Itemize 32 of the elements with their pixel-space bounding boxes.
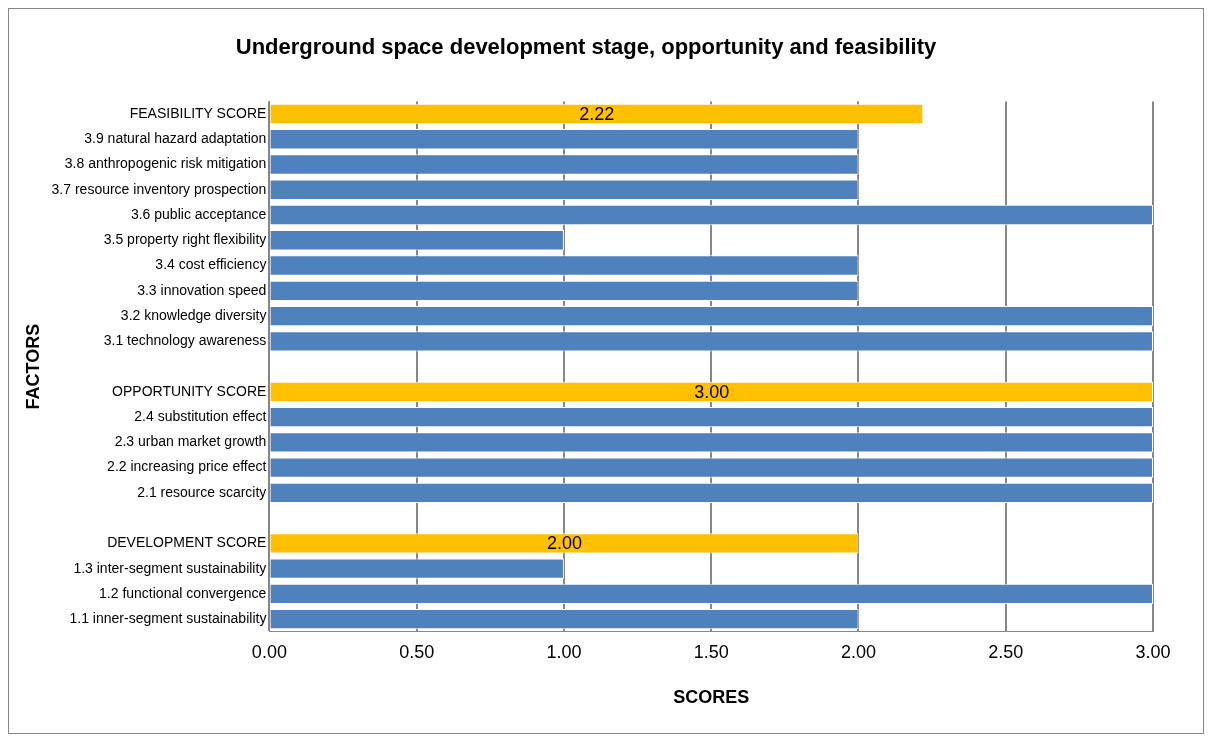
y-tick-label: 3.4 cost efficiency [155,256,267,273]
y-tick-label: 2.2 increasing price effect [107,458,267,475]
y-tick-label: 3.7 resource inventory prospection [51,180,267,197]
y-tick-label: 2.3 urban market growth [114,433,267,450]
y-axis-title: FACTORS [22,323,43,410]
y-tick-label: 3.1 technology awareness [103,332,267,349]
x-tick-label: 2.00 [840,641,876,662]
y-tick-label: DEVELOPMENT SCORE [107,534,267,551]
y-tick-label: 3.9 natural hazard adaptation [84,130,267,147]
y-tick-label: 2.4 substitution effect [134,407,267,424]
x-tick-label: 0.50 [399,641,435,662]
data-label: 2.22 [579,104,615,124]
y-tick-label: 1.3 inter-segment sustainability [73,559,267,576]
x-tick-label: 2.50 [988,641,1024,662]
y-tick-label: FEASIBILITY SCORE [129,104,267,121]
data-label: 2.00 [546,533,582,554]
y-tick-label: 3.8 anthropogenic risk mitigation [64,155,267,172]
x-axis-title: SCORES [673,687,750,708]
y-tick-label: 3.3 innovation speed [137,281,267,298]
y-tick-label: 2.1 resource scarcity [137,483,267,500]
x-tick-label: 0.00 [251,641,287,662]
y-tick-label: OPPORTUNITY SCORE [112,382,267,399]
chart-title: Underground space development stage, opportunity and feasibility [235,34,937,60]
x-tick-label: 3.00 [1135,641,1171,662]
y-tick-label: 3.2 knowledge diversity [120,306,267,323]
y-tick-label: 1.1 inner-segment sustainability [69,610,267,627]
data-label: 3.00 [694,381,730,402]
x-tick-label: 1.50 [693,641,729,662]
y-tick-label: 3.6 public acceptance [130,205,267,222]
x-tick-label: 1.00 [546,641,582,662]
y-tick-label: 1.2 functional convergence [99,584,267,601]
y-tick-label: 3.5 property right flexibility [103,231,267,248]
